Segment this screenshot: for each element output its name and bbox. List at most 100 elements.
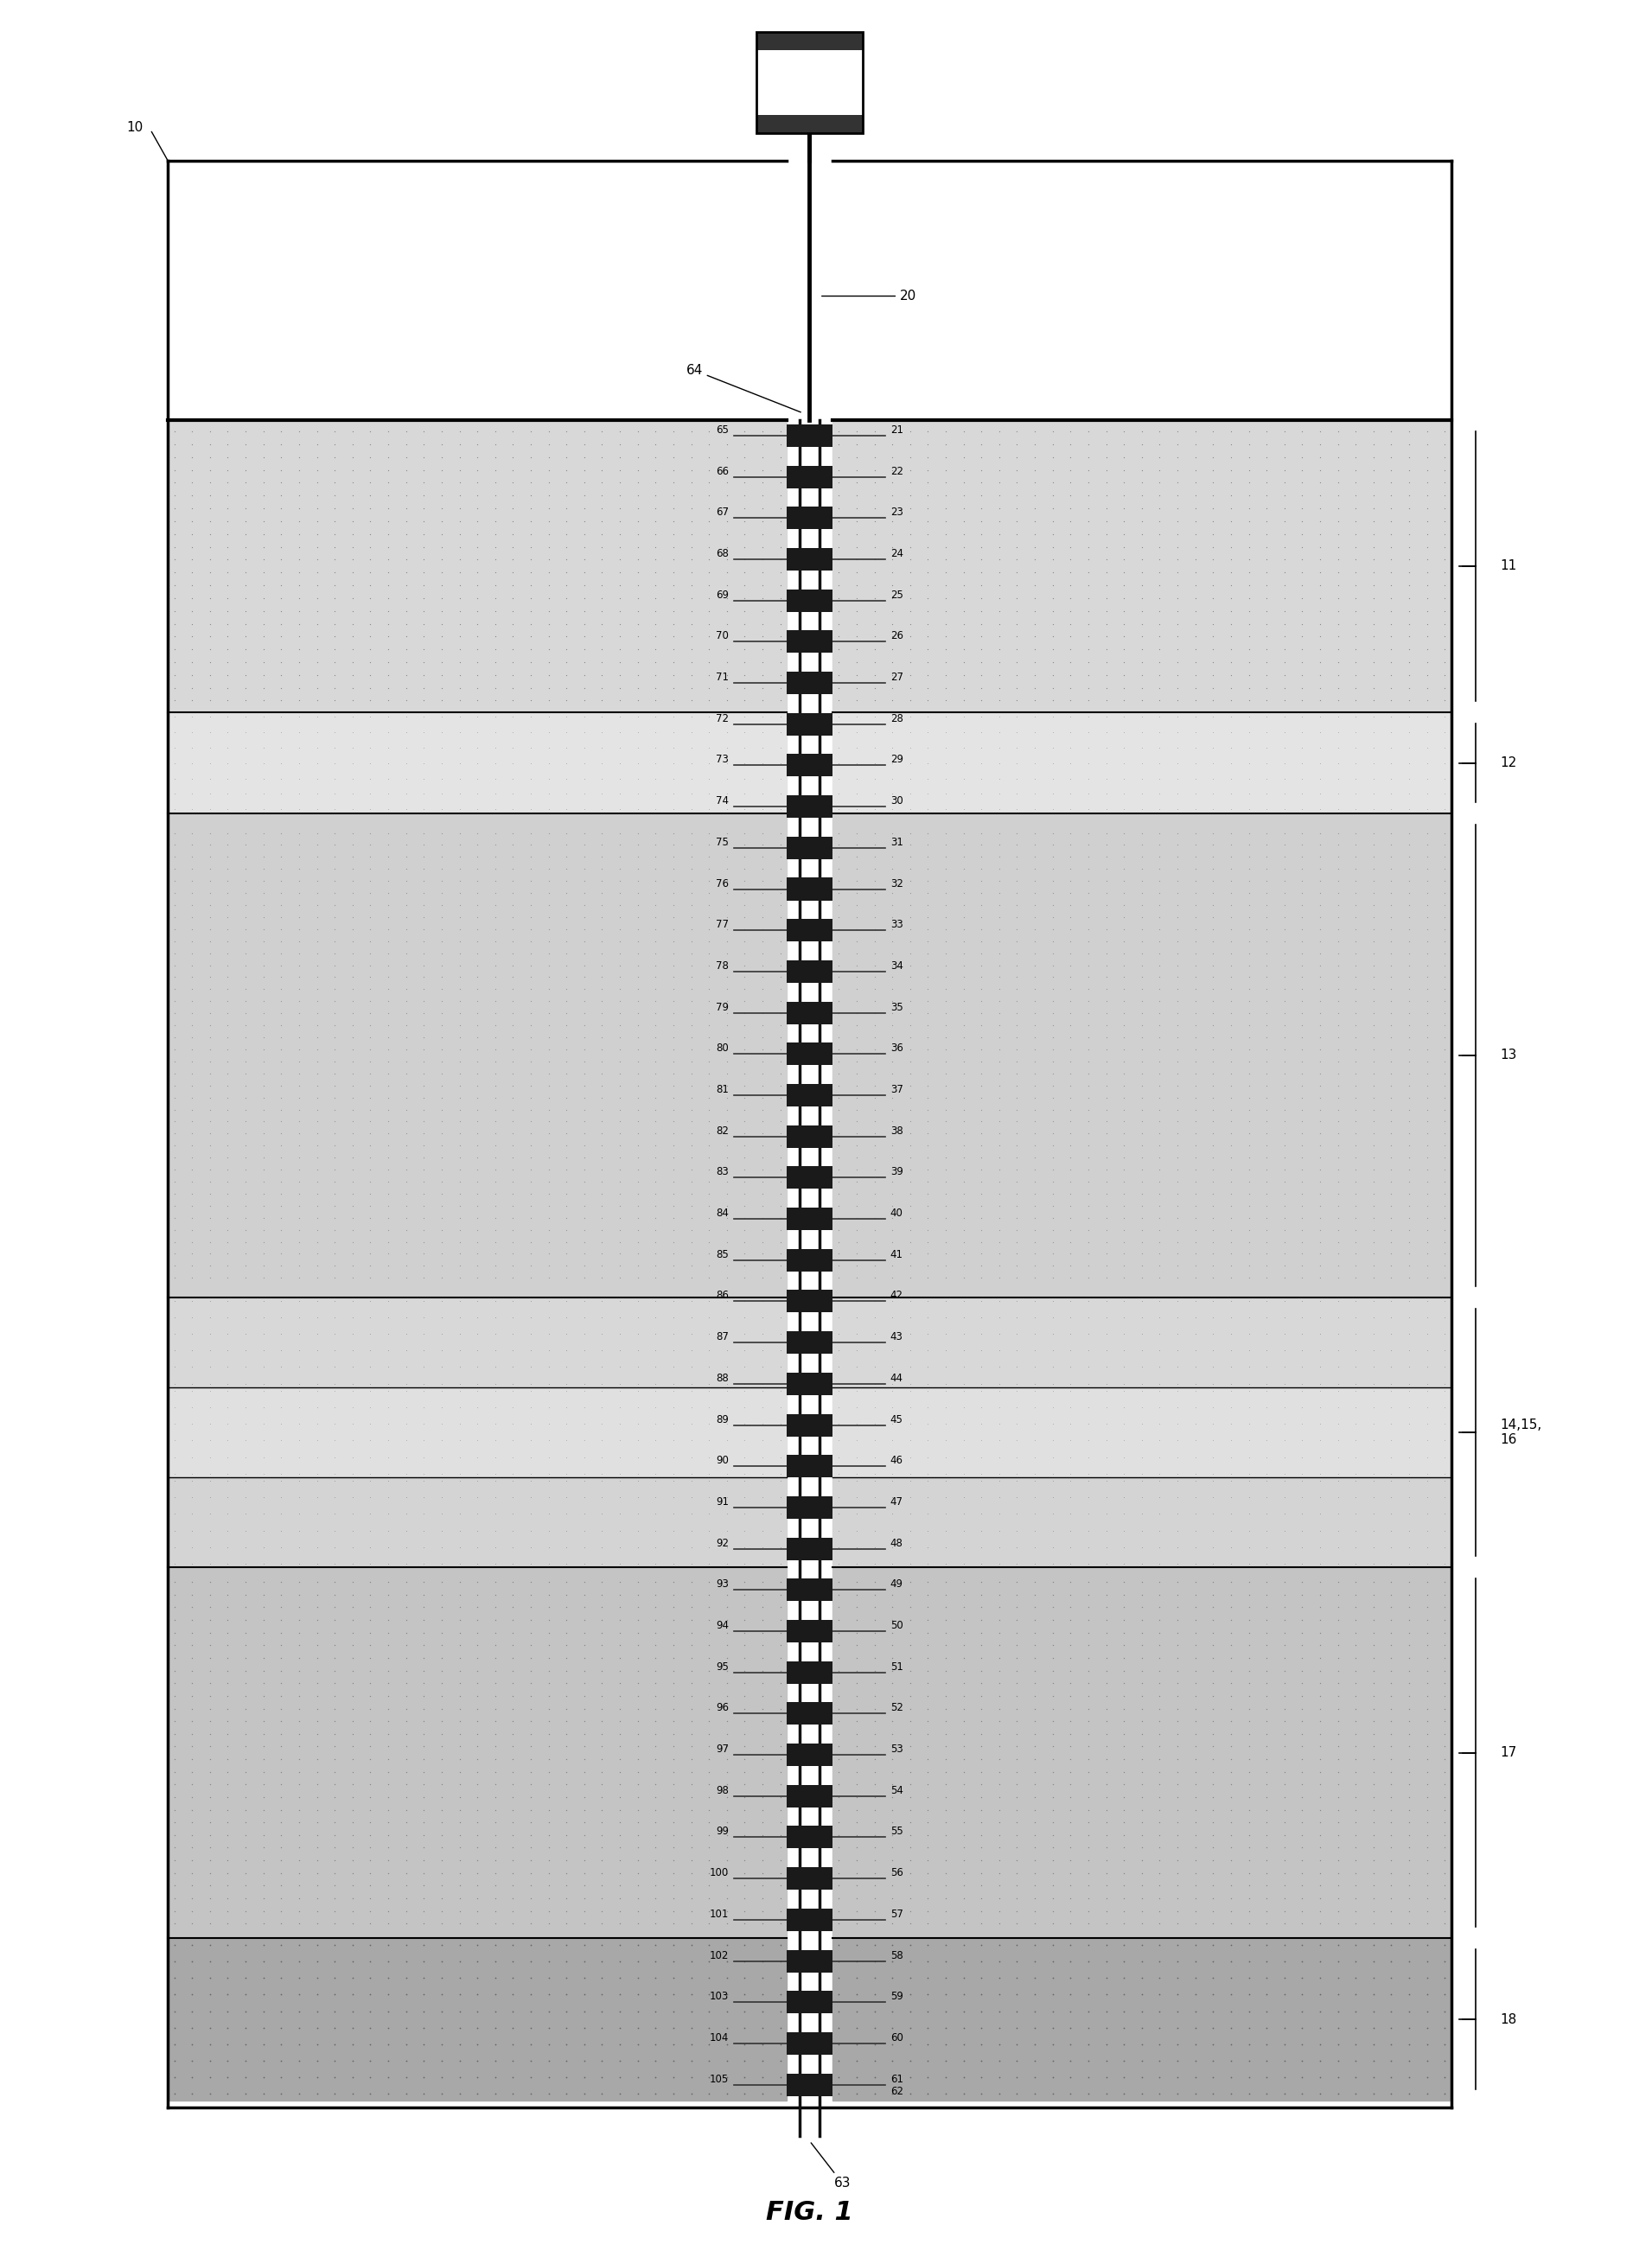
Bar — [786, 1867, 833, 1889]
Text: 76: 76 — [715, 878, 729, 889]
Text: 56: 56 — [890, 1867, 904, 1878]
Text: 59: 59 — [890, 1991, 904, 2002]
Text: 71: 71 — [715, 673, 729, 684]
Bar — [786, 548, 833, 571]
Bar — [786, 1456, 833, 1478]
Bar — [786, 1496, 833, 1519]
Text: 32: 32 — [890, 878, 904, 889]
Bar — [786, 713, 833, 736]
Bar — [786, 1043, 833, 1065]
Bar — [786, 1950, 833, 1973]
Bar — [757, 50, 862, 115]
Bar — [786, 1745, 833, 1765]
Text: 104: 104 — [710, 2031, 729, 2043]
Text: 100: 100 — [710, 1867, 729, 1878]
Text: 37: 37 — [890, 1083, 904, 1095]
Text: 83: 83 — [717, 1167, 729, 1178]
Text: 74: 74 — [715, 794, 729, 806]
Text: 77: 77 — [715, 919, 729, 930]
Text: 47: 47 — [890, 1496, 904, 1508]
Text: 72: 72 — [715, 713, 729, 724]
Bar — [786, 1002, 833, 1025]
Text: 90: 90 — [715, 1456, 729, 1467]
Text: 39: 39 — [890, 1167, 904, 1178]
Bar — [786, 2074, 833, 2097]
Text: 31: 31 — [890, 837, 904, 849]
Text: 43: 43 — [890, 1332, 904, 1343]
Text: 28: 28 — [890, 713, 904, 724]
Text: 89: 89 — [715, 1413, 729, 1424]
Text: 38: 38 — [890, 1126, 904, 1138]
Bar — [786, 1909, 833, 1932]
Bar — [757, 32, 862, 133]
Text: 49: 49 — [890, 1578, 904, 1589]
Text: 95: 95 — [715, 1661, 729, 1672]
Text: 92: 92 — [715, 1537, 729, 1548]
Bar — [786, 1785, 833, 1808]
Text: 96: 96 — [715, 1702, 729, 1713]
Text: 63: 63 — [811, 2142, 851, 2189]
Bar — [786, 959, 833, 982]
Text: 70: 70 — [715, 630, 729, 641]
Text: FIG. 1: FIG. 1 — [767, 2201, 852, 2225]
Text: 93: 93 — [715, 1578, 729, 1589]
Bar — [786, 1083, 833, 1106]
Bar — [786, 630, 833, 652]
Text: 69: 69 — [715, 589, 729, 600]
Text: 84: 84 — [715, 1207, 729, 1219]
Text: 58: 58 — [890, 1950, 904, 1961]
Text: 91: 91 — [715, 1496, 729, 1508]
Bar — [786, 1372, 833, 1395]
Text: 79: 79 — [715, 1002, 729, 1013]
Bar — [786, 1578, 833, 1600]
Text: 61: 61 — [890, 2074, 904, 2085]
Bar — [786, 1826, 833, 1848]
Text: 22: 22 — [890, 465, 904, 476]
Bar — [786, 1248, 833, 1271]
Bar — [786, 1621, 833, 1643]
Text: 57: 57 — [890, 1909, 904, 1921]
Text: 14,15,
16: 14,15, 16 — [1500, 1417, 1541, 1447]
Text: 105: 105 — [710, 2074, 729, 2085]
Text: 66: 66 — [715, 465, 729, 476]
Text: 81: 81 — [715, 1083, 729, 1095]
Text: 41: 41 — [890, 1248, 904, 1259]
Bar — [757, 115, 862, 133]
Bar — [786, 794, 833, 817]
Text: 97: 97 — [715, 1745, 729, 1756]
Text: 87: 87 — [715, 1332, 729, 1343]
Bar — [786, 589, 833, 612]
Bar — [786, 1702, 833, 1724]
Text: 27: 27 — [890, 673, 904, 684]
Bar — [786, 1991, 833, 2013]
Text: 13: 13 — [1500, 1050, 1517, 1061]
Text: 55: 55 — [890, 1826, 904, 1837]
Text: 21: 21 — [890, 424, 904, 436]
Text: 10: 10 — [127, 122, 144, 133]
Bar — [786, 1126, 833, 1147]
Bar — [786, 1291, 833, 1314]
Text: 102: 102 — [710, 1950, 729, 1961]
Text: 35: 35 — [890, 1002, 904, 1013]
Text: 75: 75 — [715, 837, 729, 849]
Bar — [786, 1207, 833, 1230]
Text: 51: 51 — [890, 1661, 904, 1672]
Text: 78: 78 — [715, 959, 729, 971]
Text: 42: 42 — [890, 1291, 904, 1302]
Bar — [786, 673, 833, 695]
Text: 62: 62 — [890, 2085, 904, 2097]
Text: 11: 11 — [1500, 560, 1517, 573]
Text: 23: 23 — [890, 508, 904, 519]
Text: 45: 45 — [890, 1413, 904, 1424]
Text: 85: 85 — [717, 1248, 729, 1259]
Text: 99: 99 — [715, 1826, 729, 1837]
Text: 34: 34 — [890, 959, 904, 971]
Text: 73: 73 — [715, 754, 729, 765]
Text: 80: 80 — [717, 1043, 729, 1054]
Bar — [786, 1167, 833, 1189]
Bar — [786, 1413, 833, 1435]
Text: 48: 48 — [890, 1537, 904, 1548]
Text: 67: 67 — [715, 508, 729, 519]
Text: 50: 50 — [890, 1621, 904, 1632]
Text: 64: 64 — [686, 363, 801, 413]
